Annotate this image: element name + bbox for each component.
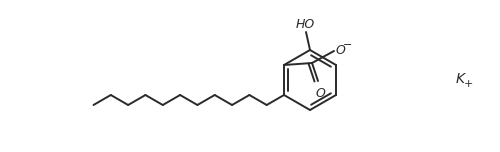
- Text: −: −: [343, 40, 352, 50]
- Text: +: +: [464, 79, 473, 89]
- Text: HO: HO: [296, 17, 314, 31]
- Text: O: O: [335, 43, 345, 57]
- Text: K: K: [456, 72, 465, 86]
- Text: O: O: [315, 87, 325, 100]
